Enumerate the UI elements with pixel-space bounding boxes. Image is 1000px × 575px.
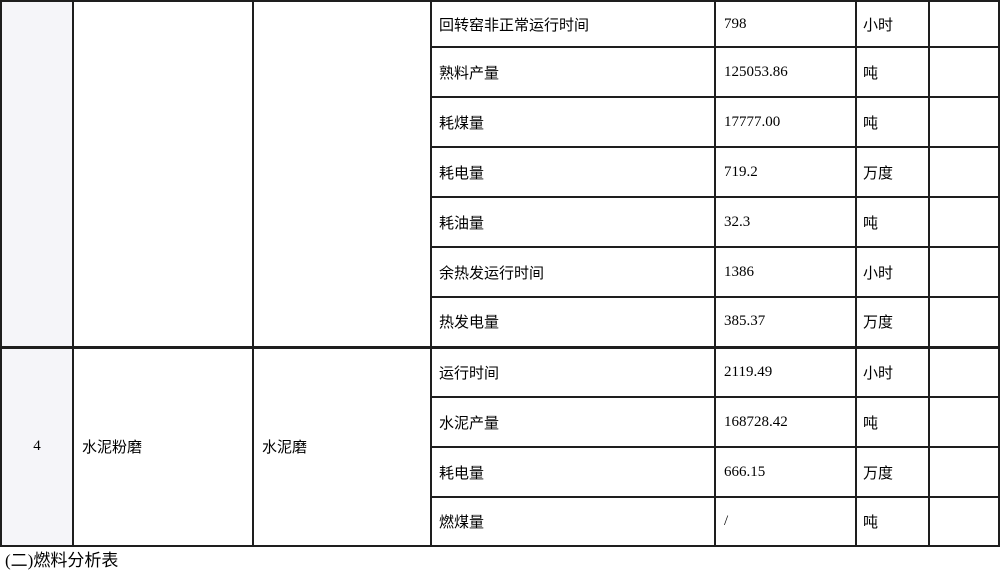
- value-cell: 125053.86: [714, 46, 857, 98]
- remark-cell: [928, 246, 1000, 298]
- metric-cell: 运行时间: [430, 345, 716, 398]
- unit-cell: 小时: [855, 345, 930, 398]
- value-cell: 798: [714, 0, 857, 48]
- unit-cell: 吨: [855, 46, 930, 98]
- index-cell: 4: [0, 345, 74, 547]
- index-cell: [0, 0, 74, 348]
- unit-cell: 吨: [855, 96, 930, 148]
- table-row: 耗煤量 17777.00 吨: [1, 96, 1000, 148]
- section-caption: (二)燃料分析表: [5, 551, 119, 570]
- equipment-operation-table: 回转窑非正常运行时间 798 小时 熟料产量 125053.86 吨 耗煤量 1…: [0, 0, 1000, 547]
- remark-cell: [928, 446, 1000, 498]
- value-cell: 666.15: [714, 446, 857, 498]
- metric-cell: 熟料产量: [430, 46, 716, 98]
- remark-cell: [928, 146, 1000, 198]
- value-cell: 168728.42: [714, 396, 857, 448]
- metric-cell: 水泥产量: [430, 396, 716, 448]
- unit-cell: 万度: [855, 146, 930, 198]
- table-row: 燃煤量 / 吨: [1, 496, 1000, 547]
- equipment-cell: [252, 0, 432, 348]
- value-cell: /: [714, 496, 857, 547]
- process-cell: [72, 0, 254, 348]
- unit-cell: 小时: [855, 246, 930, 298]
- metric-cell: 余热发运行时间: [430, 246, 716, 298]
- metric-cell: 耗电量: [430, 446, 716, 498]
- table-row: 回转窑非正常运行时间 798 小时: [0, 0, 1000, 348]
- metric-cell: 燃煤量: [430, 496, 716, 547]
- remark-cell: [928, 96, 1000, 148]
- unit-cell: 吨: [855, 496, 930, 547]
- value-cell: 385.37: [714, 296, 857, 348]
- table-row: 热发电量 385.37 万度: [1, 296, 1000, 348]
- metric-cell: 耗电量: [430, 146, 716, 198]
- value-cell: 719.2: [714, 146, 857, 198]
- equipment-cell: 水泥磨: [252, 345, 432, 547]
- value-cell: 32.3: [714, 196, 857, 248]
- table-row: 4 水泥粉磨 水泥磨 运行时间 2119.49 小时: [0, 345, 1000, 547]
- unit-cell: 小时: [855, 0, 930, 48]
- table-row: 余热发运行时间 1386 小时: [1, 246, 1000, 298]
- metric-cell: 回转窑非正常运行时间: [430, 0, 716, 48]
- metric-cell: 热发电量: [430, 296, 716, 348]
- metric-cell: 耗煤量: [430, 96, 716, 148]
- table-row: 水泥产量 168728.42 吨: [1, 396, 1000, 448]
- unit-cell: 吨: [855, 196, 930, 248]
- value-cell: 17777.00: [714, 96, 857, 148]
- remark-cell: [928, 345, 1000, 398]
- remark-cell: [928, 46, 1000, 98]
- metric-cell: 耗油量: [430, 196, 716, 248]
- remark-cell: [928, 396, 1000, 448]
- table-row: 耗油量 32.3 吨: [1, 196, 1000, 248]
- table-row: 耗电量 666.15 万度: [1, 446, 1000, 498]
- remark-cell: [928, 196, 1000, 248]
- remark-cell: [928, 496, 1000, 547]
- process-cell: 水泥粉磨: [72, 345, 254, 547]
- unit-cell: 万度: [855, 446, 930, 498]
- unit-cell: 万度: [855, 296, 930, 348]
- unit-cell: 吨: [855, 396, 930, 448]
- table-row: 熟料产量 125053.86 吨: [1, 46, 1000, 98]
- remark-cell: [928, 296, 1000, 348]
- remark-cell: [928, 0, 1000, 48]
- table-row: 耗电量 719.2 万度: [1, 146, 1000, 198]
- value-cell: 1386: [714, 246, 857, 298]
- value-cell: 2119.49: [714, 345, 857, 398]
